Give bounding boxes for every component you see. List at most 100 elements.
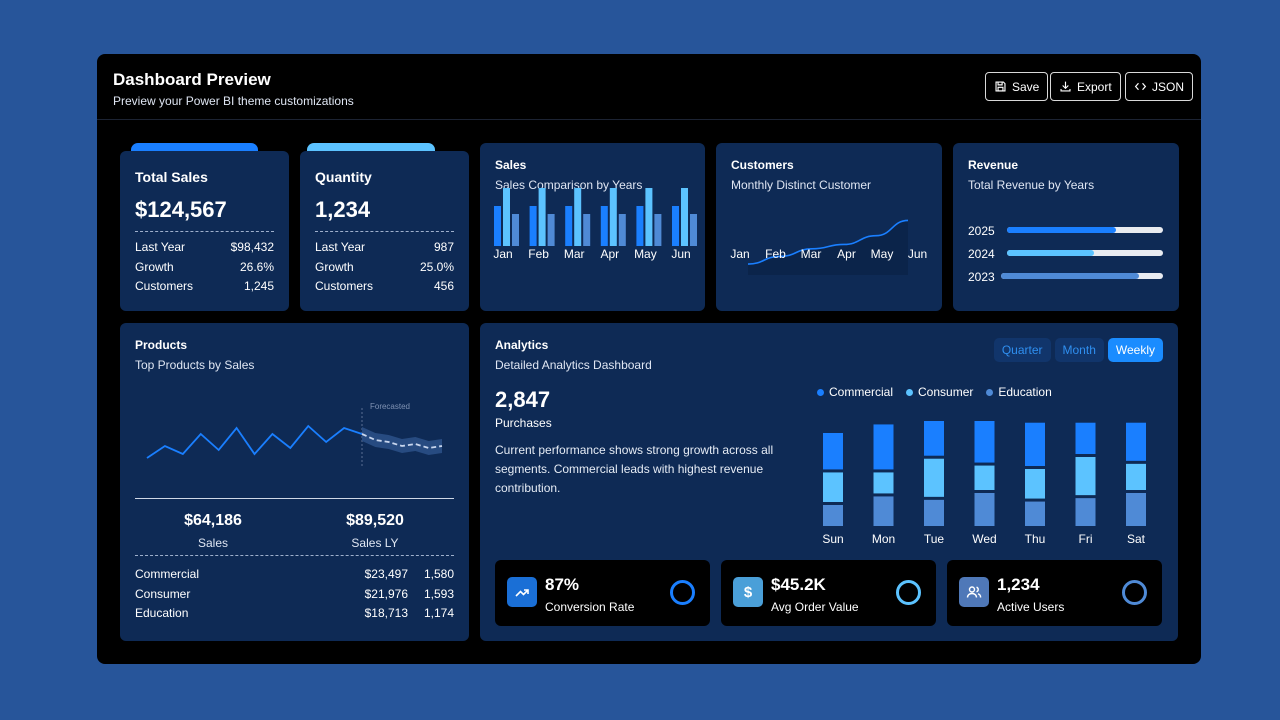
- kpi-row-label: Last Year: [315, 240, 366, 254]
- weekly-x-tick: Mon: [872, 532, 895, 546]
- weekly-bar-segment: [924, 499, 944, 526]
- kpi-row-value: $98,432: [230, 240, 274, 254]
- dashboard-window: Dashboard Preview Preview your Power BI …: [97, 54, 1201, 664]
- customers-card: Customers Monthly Distinct Customer Jan F…: [716, 143, 942, 311]
- weekly-bar-segment: [873, 472, 894, 494]
- quantity-value: 1,234: [315, 197, 371, 222]
- sales-bar: [574, 188, 582, 246]
- divider: [315, 231, 454, 232]
- weekly-bar-segment: [974, 493, 995, 526]
- table-row: Consumer $21,976 1,593: [135, 587, 454, 607]
- weekly-bar-segment: [974, 421, 995, 463]
- sales-x-tick: Feb: [528, 247, 549, 261]
- sales-bar: [529, 206, 537, 246]
- revenue-bar-fill: [1001, 273, 1139, 279]
- product-qty: 1,593: [423, 586, 454, 601]
- revenue-bar-fill: [1007, 250, 1095, 256]
- sales-bar: [503, 188, 510, 246]
- tab-weekly[interactable]: Weekly: [1107, 338, 1163, 362]
- weekly-bar-segment: [823, 472, 843, 502]
- customers-x-tick: Feb: [765, 247, 786, 261]
- legend-label: Commercial: [829, 385, 894, 399]
- kpi-row-value: 456: [433, 279, 454, 293]
- period-selector: Quarter Month Weekly: [993, 338, 1163, 362]
- weekly-bar-segment: [1126, 463, 1146, 490]
- weekly-bar-segment: [823, 433, 843, 470]
- product-sales: $23,497: [364, 567, 408, 581]
- stat-value: $45.2K: [771, 575, 826, 594]
- analytics-description: Current performance shows strong growth …: [495, 443, 774, 495]
- sales-bar: [654, 214, 662, 246]
- customers-x-tick: Jun: [908, 247, 927, 261]
- sales-bar: [538, 188, 546, 246]
- products-table: Commercial $23,497 1,580 Consumer $21,976 1,…: [135, 567, 454, 626]
- sales-bar: [672, 206, 679, 246]
- dashboard-header: Dashboard Preview Preview your Power BI …: [97, 54, 1201, 120]
- revenue-card-subtitle: Total Revenue by Years: [968, 178, 1095, 192]
- sales-x-tick: Apr: [600, 247, 619, 261]
- total-sales-rows: Last Year $98,432 Growth 26.6% Customers 1,…: [135, 240, 274, 299]
- weekly-x-tick: Thu: [1025, 532, 1046, 546]
- kpi-row-label: Growth: [135, 259, 174, 274]
- products-card: Products Top Products by Sales Forecaste…: [120, 323, 469, 641]
- export-button[interactable]: Export: [1050, 72, 1121, 101]
- tab-quarter[interactable]: Quarter: [993, 338, 1051, 362]
- sales-bar: [494, 206, 501, 246]
- product-sales: $18,713: [364, 606, 408, 620]
- weekly-bar-segment: [823, 505, 843, 526]
- sales-bar: [618, 214, 626, 246]
- weekly-bar-segment: [1075, 457, 1096, 496]
- chart-legend: Commercial Consumer Education: [817, 385, 1052, 399]
- product-name: Commercial: [135, 567, 200, 581]
- page-subtitle: Preview your Power BI theme customizatio…: [113, 94, 354, 108]
- customers-area-fill: [748, 220, 908, 275]
- stat-label: Avg Order Value: [771, 600, 859, 614]
- json-label: JSON: [1152, 79, 1185, 94]
- kpi-row: Customers 1,245: [135, 279, 274, 299]
- customers-line: [747, 219, 909, 265]
- page-title: Dashboard Preview: [113, 70, 271, 89]
- products-card-subtitle: Top Products by Sales: [135, 358, 255, 372]
- revenue-bar-track: [1007, 227, 1163, 233]
- progress-ring: [670, 580, 695, 605]
- save-icon: [995, 81, 1006, 92]
- stat-card-conversion: 87% Conversion Rate: [495, 560, 710, 626]
- stat-card-active-users: 1,234 Active Users: [947, 560, 1162, 626]
- products-line-chart: ForecastedJanFebMarAprMayJunJulAug: [146, 402, 443, 468]
- analytics-card-title: Analytics: [495, 338, 549, 352]
- save-label: Save: [1012, 79, 1040, 94]
- sales-x-tick: Jan: [493, 247, 512, 261]
- weekly-x-tick: Sat: [1127, 532, 1146, 546]
- weekly-bar-segment: [1075, 498, 1096, 526]
- total-sales-title: Total Sales: [135, 169, 208, 185]
- code-icon: [1134, 82, 1147, 91]
- weekly-x-tick: Tue: [924, 532, 945, 546]
- json-button[interactable]: JSON: [1125, 72, 1194, 101]
- revenue-bar-track: [1001, 273, 1163, 279]
- save-button[interactable]: Save: [985, 72, 1049, 101]
- trend-up-icon: [507, 577, 537, 607]
- kpi-row: Customers 456: [315, 279, 454, 299]
- weekly-bar-segment: [924, 458, 944, 497]
- export-label: Export: [1077, 79, 1112, 94]
- sales-card-title: Sales: [495, 158, 527, 172]
- tab-month[interactable]: Month: [1054, 338, 1104, 362]
- download-icon: [1060, 81, 1071, 92]
- legend-label: Education: [998, 385, 1052, 399]
- weekly-bar-segment: [1126, 422, 1146, 461]
- analytics-card: Analytics Detailed Analytics Dashboard Q…: [480, 323, 1178, 641]
- forecast-band: [362, 427, 442, 455]
- revenue-year-label: 2023: [968, 270, 995, 284]
- revenue-year-label: 2024: [968, 247, 995, 261]
- legend-dot: [986, 388, 994, 396]
- kpi-row: Growth 25.0%: [315, 260, 454, 280]
- legend-dot: [906, 388, 914, 396]
- products-totals: $64,186 Sales $89,520 Sales LY: [135, 498, 454, 556]
- sales-x-tick: Jun: [671, 247, 690, 261]
- sales-bar: [681, 188, 688, 246]
- kpi-row-label: Customers: [135, 279, 194, 293]
- total-sales-card: Total Sales $124,567 Last Year $98,432 Gr…: [120, 151, 289, 311]
- sales-bar: [565, 206, 573, 246]
- analytics-card-subtitle: Detailed Analytics Dashboard: [495, 358, 652, 372]
- kpi-row: Growth 26.6%: [135, 260, 274, 280]
